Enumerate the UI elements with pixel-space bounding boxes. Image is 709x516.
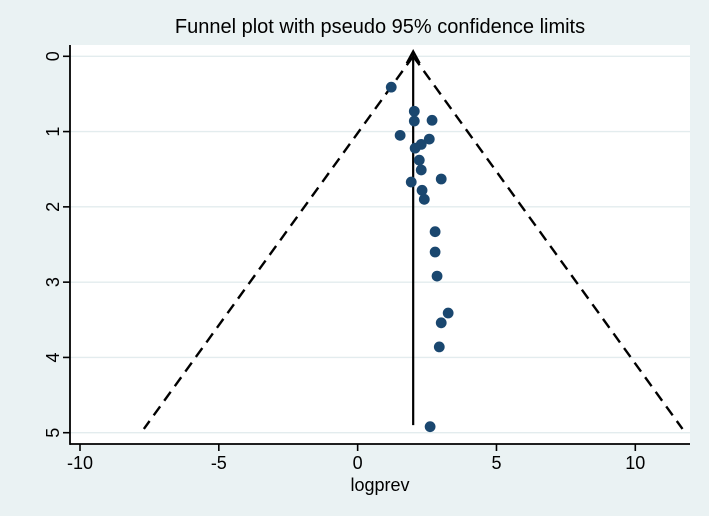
scatter-point [409,142,421,154]
scatter-point [429,226,441,238]
chart-title: Funnel plot with pseudo 95% confidence l… [175,16,585,38]
y-tick-label: 2 [43,202,63,212]
center-line-arrowhead [405,48,421,64]
gridlines [70,55,690,434]
scatter-point [415,164,427,176]
scatter-point [408,115,420,127]
scatter-point [408,105,420,117]
x-axis-title: logprev [350,475,409,495]
scatter-point [433,341,445,353]
scatter-point [413,154,425,166]
scatter-point [442,307,454,319]
scatter-point [424,421,436,433]
funnel-right-dashed-line [412,55,684,430]
x-tick-label: 5 [491,453,501,473]
scatter-point [423,133,435,145]
y-tick-label: 5 [43,428,63,438]
scatter-point [429,246,441,258]
axes [69,45,690,445]
scatter-point [435,317,447,329]
y-tick-label: 3 [43,277,63,287]
funnel-left-dashed-line [142,55,415,430]
scatter-point [416,184,428,196]
scatter-point [426,114,438,126]
y-tick-label: 1 [43,127,63,137]
y-tick-label: 4 [43,352,63,362]
scatter-point [418,193,430,205]
scatter-point [435,173,447,185]
x-tick-label: -5 [211,453,227,473]
scatter-point [394,129,406,141]
y-tick-label: 0 [43,51,63,61]
scatter-point [431,270,443,282]
x-tick-label: 0 [353,453,363,473]
x-axis-ticks: -10 -5 0 5 10 [67,444,645,473]
scatter-point [405,176,417,188]
plot-area [70,45,690,444]
y-axis-ticks: 0 1 2 3 4 5 [43,51,70,438]
x-tick-label: -10 [67,453,93,473]
funnel-confidence-limit-lines [142,55,684,430]
x-tick-label: 10 [625,453,645,473]
scatter-point [385,81,397,93]
scatter-points [385,81,454,433]
